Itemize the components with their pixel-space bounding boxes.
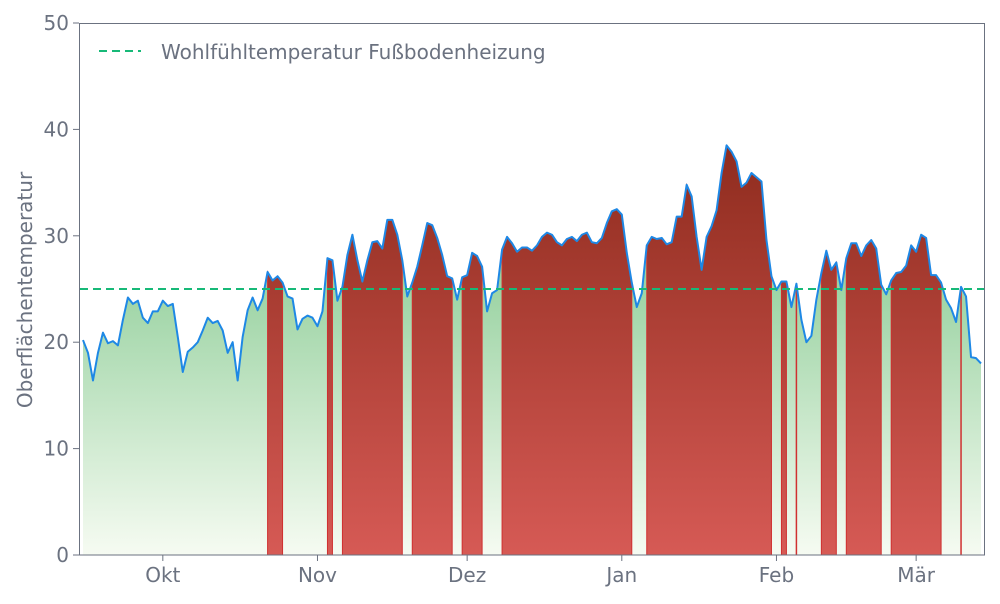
above-threshold-areas bbox=[268, 145, 961, 555]
area-above-threshold bbox=[327, 258, 332, 555]
y-tick-label: 10 bbox=[44, 437, 69, 461]
area-above-threshold bbox=[502, 209, 632, 555]
x-axis: Okt Nov Dez Jan Feb Mär bbox=[145, 555, 936, 587]
x-tick-label: Okt bbox=[145, 563, 180, 587]
x-tick-label: Nov bbox=[298, 563, 337, 587]
area-above-threshold bbox=[268, 272, 283, 555]
area-above-threshold bbox=[846, 240, 881, 555]
y-tick-label: 50 bbox=[44, 11, 69, 35]
x-tick-label: Feb bbox=[759, 563, 794, 587]
y-tick-label: 40 bbox=[44, 117, 69, 141]
x-tick-label: Dez bbox=[448, 563, 486, 587]
x-tick-label: Mär bbox=[897, 563, 936, 587]
area-above-threshold bbox=[821, 251, 836, 555]
area-above-threshold bbox=[342, 220, 402, 555]
y-tick-label: 30 bbox=[44, 224, 69, 248]
area-above-threshold bbox=[891, 235, 941, 555]
x-tick-label: Jan bbox=[604, 563, 637, 587]
legend: Wohlfühltemperatur Fußbodenheizung bbox=[99, 40, 546, 64]
y-tick-label: 20 bbox=[44, 330, 69, 354]
y-axis-label: Oberflächentemperatur bbox=[13, 171, 37, 408]
legend-threshold-label: Wohlfühltemperatur Fußbodenheizung bbox=[161, 40, 546, 64]
area-above-threshold bbox=[781, 282, 786, 555]
y-axis: 0 10 20 30 40 50 bbox=[44, 11, 79, 567]
y-tick-label: 0 bbox=[56, 543, 69, 567]
area-above-threshold bbox=[462, 253, 482, 555]
area-above-threshold bbox=[647, 145, 772, 555]
